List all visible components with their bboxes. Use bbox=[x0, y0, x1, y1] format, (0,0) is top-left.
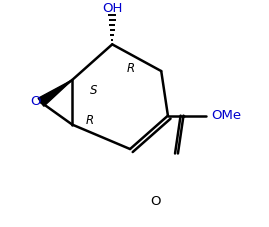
Text: OH: OH bbox=[102, 2, 122, 15]
Polygon shape bbox=[38, 80, 72, 106]
Text: R: R bbox=[86, 114, 94, 127]
Text: O: O bbox=[30, 95, 41, 108]
Text: O: O bbox=[150, 195, 161, 208]
Text: OMe: OMe bbox=[211, 109, 242, 122]
Text: R: R bbox=[127, 62, 135, 75]
Text: S: S bbox=[90, 84, 97, 96]
